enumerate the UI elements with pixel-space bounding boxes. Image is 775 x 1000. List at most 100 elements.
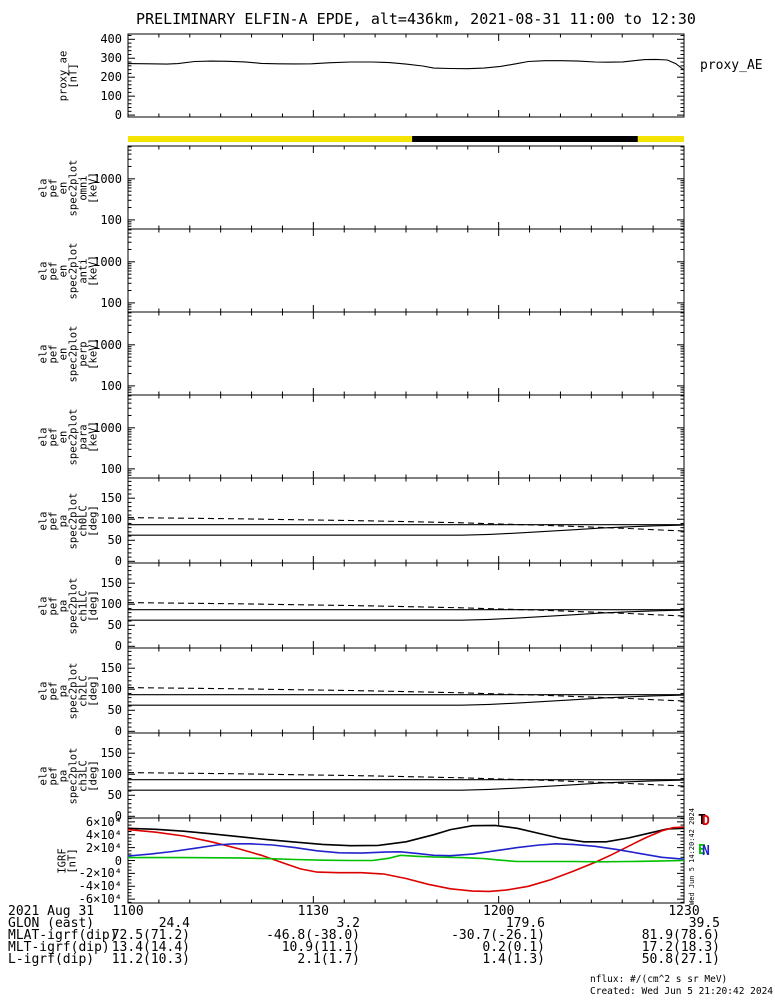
series-loss-cone-solid [128,524,685,536]
y-tick-label: 1000 [93,171,122,186]
panel-ylabel-wrap: ela pef pa spec2plot ch2LC [deg] [30,648,106,733]
info-row-label: L-igrf(dip) [8,952,95,967]
panel-ylabel-wrap: proxy_ae [nT] [30,34,106,117]
proxy-ae-right-label: proxy_AE [700,58,763,73]
series-proxy_ae [127,58,685,71]
availability-bar-segment [412,136,638,142]
y-tick-label: 1000 [93,337,122,352]
y-tick-label: 300 [100,51,122,66]
y-tick-label: 0 [114,853,122,868]
x-tick-label: 1230 [668,904,700,919]
date-label: 2021 Aug 31 [8,904,95,919]
panel-pa_ch1 [127,562,685,649]
y-tick-label: 100 [100,512,122,527]
y-tick-label: 0 [114,724,122,739]
panel-ylabel-wrap: ela pef pa spec2plot ch3LC [deg] [30,733,106,818]
series-igrf_N [127,842,685,860]
panel-spec_para [127,394,685,479]
footer-nflux: nflux: #/(cm^2 s sr MeV) [590,974,728,985]
panel-ylabel-proxy: proxy_ae [nT] [56,50,79,101]
y-tick-label: 150 [100,746,122,761]
panel-pa_ch3 [127,732,685,819]
y-tick-label: 100 [100,89,122,104]
availability-bar-segment [128,136,413,142]
series-igrf_D [127,826,685,893]
y-tick-label: -6×10⁴ [78,892,122,907]
panel-ylabel-pa_ch2: ela pef pa spec2plot ch2LC [deg] [37,662,99,719]
y-tick-label: 100 [100,597,122,612]
y-tick-label: 2×10⁴ [85,840,122,855]
info-value: 1.4(1.3) [482,952,545,967]
y-tick-label: 100 [100,767,122,782]
info-value: 11.2(10.3) [111,952,190,967]
series-igrf_T [127,824,685,847]
y-tick-label: 50 [107,788,122,803]
igrf-legend-T: T [698,813,706,828]
panel-ylabel-pa_ch0: ela pef pa spec2plot ch0LC [deg] [37,492,99,549]
info-row-label: MLT-igrf(dip) [8,940,110,955]
y-tick-label: 0 [114,554,122,569]
y-tick-label: 50 [107,533,122,548]
info-value: 72.5(71.2) [111,928,190,943]
y-tick-label: 50 [107,618,122,633]
panel-ylabel-wrap: ela pef en spec2plot omni [keV] [30,146,106,229]
side-timestamp: Wed Jun 5 14:20:42 2024 [688,808,696,905]
y-tick-label: 6×10⁴ [85,814,122,829]
info-value: 24.4 [158,916,190,931]
info-value: -46.8(-38.0) [266,928,360,943]
panel-frame [127,647,685,734]
panel-frame [127,33,685,118]
y-tick-label: 200 [100,70,122,85]
y-tick-label: 100 [100,295,122,310]
series-loss-cone-solid [128,694,685,706]
panel-ylabel-spec_perp: ela pef en spec2plot perp [keV] [37,325,99,382]
panel-ylabel-igrf: IGRF [nT] [56,847,79,874]
y-tick-label: -2×10⁴ [78,866,122,881]
info-value: 179.6 [505,916,545,931]
panel-frame [127,562,685,649]
x-tick-label: 1200 [483,904,515,919]
panel-pa_ch2 [127,647,685,734]
y-tick-label: 4×10⁴ [85,827,122,842]
y-tick-label: 1000 [93,254,122,269]
y-tick-label: 150 [100,491,122,506]
info-value: 39.5 [688,916,720,931]
info-value: 3.2 [336,916,360,931]
y-tick-label: 100 [100,682,122,697]
panel-igrf [127,817,685,904]
availability-bar-segment [637,136,684,142]
y-tick-label: 100 [100,461,122,476]
panel-spec_perp [127,311,685,396]
panel-ylabel-wrap: ela pef pa spec2plot ch0LC [deg] [30,478,106,563]
igrf-legend-N: N [702,844,710,859]
panel-ylabel-wrap: IGRF [nT] [30,818,106,903]
y-tick-label: 0 [114,809,122,824]
panel-frame [127,228,685,313]
info-value: -30.7(-26.1) [451,928,545,943]
y-tick-label: 50 [107,703,122,718]
y-tick-label: 150 [100,576,122,591]
info-value: 2.1(1.7) [297,952,360,967]
panel-frame [127,394,685,479]
panel-frame [127,145,685,230]
footer-created: Created: Wed Jun 5 21:20:42 2024 [590,986,774,997]
igrf-legend-E: E [698,843,706,858]
panel-frame [127,732,685,819]
panel-ylabel-wrap: ela pef en spec2plot anti [keV] [30,229,106,312]
series-igrf_E [128,854,685,863]
igrf-legend-D: D [702,814,710,829]
panel-spec_omni [127,145,685,230]
panel-ylabel-spec_omni: ela pef en spec2plot omni [keV] [37,159,99,216]
series-loss-cone-solid [128,779,685,791]
panel-ylabel-spec_anti: ela pef en spec2plot anti [keV] [37,242,99,299]
plot-title: PRELIMINARY ELFIN-A EPDE, alt=436km, 202… [136,10,696,28]
x-tick-label: 1130 [297,904,329,919]
y-tick-label: 400 [100,32,122,47]
panel-ylabel-spec_para: ela pef en spec2plot para [keV] [37,408,99,465]
y-tick-label: 100 [100,212,122,227]
x-tick-label: 1100 [112,904,144,919]
info-value: 17.2(18.3) [641,940,720,955]
info-row-label: GLON (east) [8,916,95,931]
